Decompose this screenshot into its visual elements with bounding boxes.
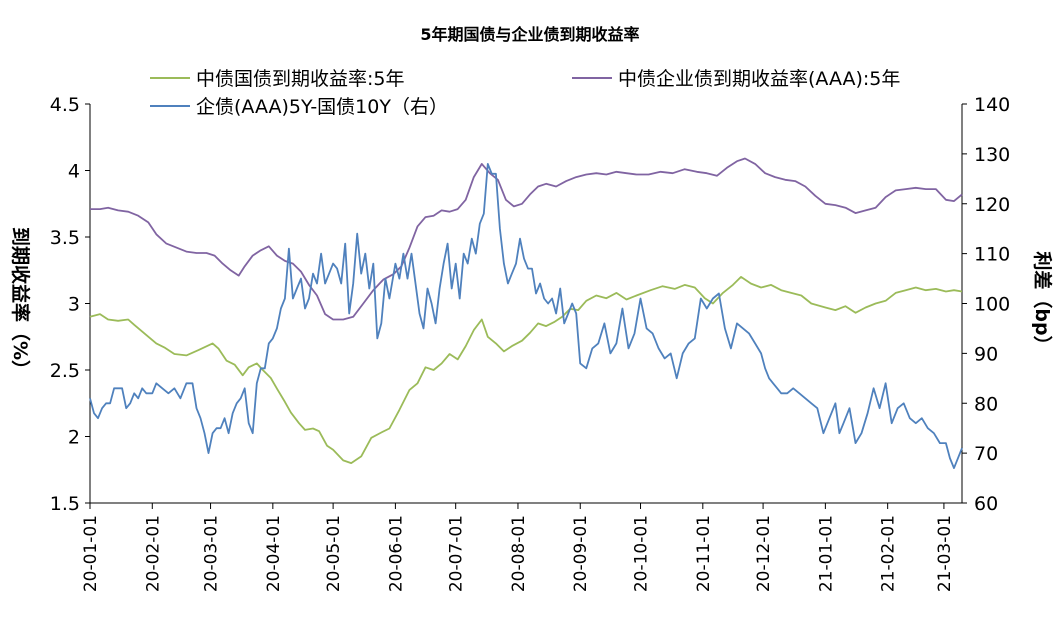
legend-label-series-2: 中债企业债到期收益率(AAA):5年 <box>618 68 900 90</box>
y-right-tick-label: 80 <box>974 393 998 415</box>
x-tick-label: 20-04-01 <box>264 515 284 592</box>
y-right-tick-label: 90 <box>974 343 998 365</box>
series-line-2 <box>90 157 963 321</box>
x-tick-label: 21-02-01 <box>879 515 899 592</box>
x-tick-label: 20-02-01 <box>143 515 163 592</box>
x-tick-label: 20-10-01 <box>632 515 652 592</box>
x-tick-label: 21-03-01 <box>935 515 955 592</box>
x-tick-label: 20-12-01 <box>754 515 774 592</box>
x-tick-label: 20-08-01 <box>509 515 529 592</box>
x-tick-label: 20-09-01 <box>571 515 591 592</box>
x-tick-label: 20-01-01 <box>81 515 101 592</box>
y-right-tick-label: 60 <box>974 493 998 515</box>
x-tick-label: 20-03-01 <box>202 515 222 592</box>
legend: 中债国债到期收益率:5年 中债企业债到期收益率(AAA):5年 企债(AAA)5… <box>150 68 900 118</box>
y-left-tick-label: 4 <box>68 161 80 183</box>
y-left-tick-label: 4.5 <box>50 94 80 116</box>
y-right-tick-label: 100 <box>974 294 1010 316</box>
x-tick-label: 20-06-01 <box>386 515 406 592</box>
series-line-1 <box>89 275 963 465</box>
y-left-tick-label: 1.5 <box>50 493 80 515</box>
axes: 1.5 2 2.5 3 3.5 4 4.5 60 70 80 90 100 110 120 130 140 20… <box>50 94 1010 592</box>
y-left-tick-label: 3 <box>68 294 80 316</box>
x-tick-label: 21-01-01 <box>816 515 836 592</box>
chart-title: 5年期国债与企业债到期收益率 <box>420 25 639 44</box>
x-tick-label: 20-05-01 <box>324 515 344 592</box>
plot-lines <box>89 157 963 470</box>
legend-label-series-1: 中债国债到期收益率:5年 <box>196 68 405 90</box>
legend-label-series-3: 企债(AAA)5Y-国债10Y（右） <box>196 96 448 118</box>
x-tick-label: 20-11-01 <box>694 515 714 592</box>
series-line-3 <box>89 162 963 470</box>
y-left-tick-label: 3.5 <box>50 227 80 249</box>
x-tick-label: 20-07-01 <box>447 515 467 592</box>
y-left-tick-label: 2 <box>68 427 80 449</box>
y-right-tick-label: 110 <box>974 244 1010 266</box>
left-axis-title: 到期收益率（%） <box>9 227 32 379</box>
right-axis-title: 利差（bp） <box>1031 251 1054 354</box>
y-right-tick-label: 130 <box>974 144 1010 166</box>
y-left-tick-label: 2.5 <box>50 360 80 382</box>
y-right-tick-label: 120 <box>974 194 1010 216</box>
y-right-tick-label: 70 <box>974 443 998 465</box>
y-right-tick-label: 140 <box>974 94 1010 116</box>
